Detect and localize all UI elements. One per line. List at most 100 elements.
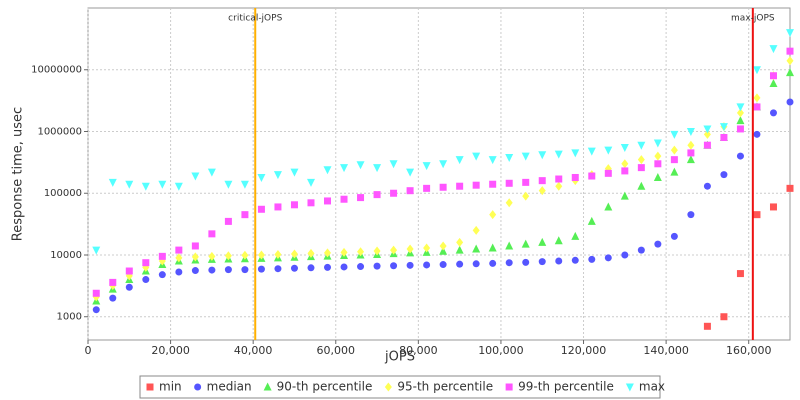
point bbox=[472, 244, 481, 253]
legend-marker bbox=[146, 383, 154, 391]
point bbox=[786, 98, 794, 106]
point bbox=[208, 251, 216, 261]
point bbox=[456, 237, 464, 247]
point bbox=[290, 201, 298, 209]
point bbox=[158, 252, 166, 260]
legend-label: max bbox=[639, 380, 665, 394]
point bbox=[489, 180, 497, 188]
legend-label: 95-th percentile bbox=[397, 380, 493, 394]
point bbox=[555, 257, 563, 265]
point bbox=[654, 151, 662, 161]
point bbox=[703, 182, 711, 190]
x-tick-label: 40,000 bbox=[234, 344, 273, 357]
point bbox=[571, 149, 580, 158]
point bbox=[439, 261, 447, 269]
legend-label: min bbox=[159, 380, 182, 394]
marker-label: critical-jOPS bbox=[228, 14, 282, 24]
point bbox=[786, 184, 794, 192]
point bbox=[621, 159, 629, 169]
point bbox=[703, 141, 711, 149]
point bbox=[670, 130, 679, 139]
point bbox=[620, 144, 629, 153]
point bbox=[538, 237, 547, 246]
point bbox=[687, 149, 695, 157]
point bbox=[736, 270, 744, 278]
x-tick-label: 140,000 bbox=[643, 344, 689, 357]
point bbox=[719, 123, 728, 132]
point bbox=[141, 182, 150, 191]
point bbox=[654, 160, 662, 168]
point bbox=[158, 180, 167, 189]
point bbox=[753, 211, 761, 219]
point bbox=[654, 240, 662, 248]
point bbox=[637, 141, 646, 150]
point bbox=[406, 261, 414, 269]
point bbox=[290, 249, 298, 259]
point bbox=[505, 259, 513, 267]
point bbox=[125, 283, 133, 291]
point bbox=[489, 210, 497, 220]
marker-label: max-jOPS bbox=[731, 14, 775, 24]
point bbox=[257, 205, 265, 213]
legend-marker bbox=[384, 382, 392, 392]
y-tick-label: 1000 bbox=[57, 312, 82, 323]
point bbox=[736, 116, 745, 125]
point bbox=[390, 245, 398, 255]
point bbox=[571, 231, 580, 240]
point bbox=[736, 125, 744, 133]
point bbox=[720, 313, 728, 321]
point bbox=[224, 217, 232, 225]
point bbox=[472, 152, 481, 161]
point bbox=[554, 150, 563, 159]
point bbox=[273, 171, 282, 180]
point bbox=[753, 103, 761, 111]
point bbox=[439, 183, 447, 191]
point bbox=[637, 181, 646, 190]
point bbox=[224, 251, 232, 261]
x-tick-label: 60,000 bbox=[317, 344, 356, 357]
point bbox=[456, 182, 464, 190]
x-tick-label: 120,000 bbox=[561, 344, 607, 357]
point bbox=[274, 203, 282, 211]
point bbox=[191, 172, 200, 181]
point bbox=[423, 261, 431, 269]
point bbox=[240, 180, 249, 189]
point bbox=[423, 184, 431, 192]
point bbox=[439, 160, 448, 169]
point bbox=[125, 267, 133, 275]
point bbox=[521, 239, 530, 248]
point bbox=[621, 167, 629, 175]
x-tick-label: 0 bbox=[85, 344, 92, 357]
point bbox=[736, 152, 744, 160]
point bbox=[456, 260, 464, 268]
point bbox=[653, 172, 662, 181]
point bbox=[522, 258, 530, 266]
point bbox=[703, 322, 711, 330]
point bbox=[357, 247, 365, 257]
point bbox=[554, 236, 563, 245]
point bbox=[769, 109, 777, 117]
legend-label: 90-th percentile bbox=[277, 380, 373, 394]
point bbox=[92, 289, 100, 297]
point bbox=[92, 306, 100, 314]
point bbox=[769, 72, 777, 80]
point bbox=[390, 189, 398, 197]
point bbox=[290, 168, 299, 177]
point bbox=[670, 156, 678, 164]
point bbox=[175, 253, 183, 263]
point bbox=[587, 147, 596, 156]
point bbox=[604, 254, 612, 262]
point bbox=[555, 175, 563, 183]
y-tick-label: 100000 bbox=[44, 188, 82, 199]
y-tick-label: 10000 bbox=[50, 250, 82, 261]
point bbox=[538, 186, 546, 196]
point bbox=[670, 145, 678, 155]
point bbox=[324, 197, 332, 205]
point bbox=[257, 173, 266, 182]
point bbox=[423, 243, 431, 253]
legend-label: median bbox=[207, 380, 252, 394]
point bbox=[637, 246, 645, 254]
point bbox=[720, 171, 728, 179]
legend-marker bbox=[263, 382, 272, 391]
point bbox=[555, 181, 563, 191]
